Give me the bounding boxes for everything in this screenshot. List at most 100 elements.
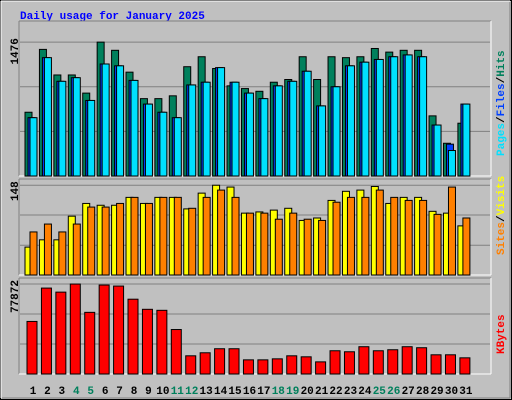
bar: [303, 218, 312, 276]
chart-title: Daily usage for January 2025: [20, 11, 205, 23]
bar: [217, 67, 226, 177]
x-tick-label: 23: [344, 386, 358, 398]
x-tick-label: 28: [416, 386, 430, 398]
bar: [315, 361, 327, 375]
x-tick-label: 4: [73, 386, 80, 398]
bar: [72, 77, 81, 177]
x-tick-label: 6: [102, 386, 109, 398]
bar: [40, 287, 52, 375]
bar: [87, 206, 96, 276]
bar: [332, 201, 341, 276]
bar: [98, 284, 110, 375]
bar: [199, 352, 211, 375]
bar: [228, 348, 240, 375]
bar: [245, 212, 254, 276]
bar: [289, 80, 298, 177]
bar: [55, 291, 67, 375]
bar: [416, 347, 428, 375]
bar: [271, 358, 283, 375]
bar: [69, 283, 81, 375]
legend-separator: /: [496, 215, 508, 222]
bar: [430, 354, 442, 375]
bar: [404, 199, 413, 276]
bar: [26, 320, 38, 375]
bar: [242, 359, 254, 375]
x-tick-label: 19: [286, 386, 299, 398]
bar: [361, 196, 370, 276]
legend-entry: KBytes: [496, 314, 508, 354]
legend-entry: Visits: [496, 176, 508, 216]
bar: [116, 65, 125, 177]
bar: [141, 308, 153, 375]
x-tick-label: 10: [156, 386, 169, 398]
x-tick-label: 30: [445, 386, 458, 398]
bar: [87, 99, 96, 177]
bar: [447, 186, 456, 276]
x-tick-label: 7: [116, 386, 123, 398]
y-tick-label: 148: [10, 181, 22, 201]
bar: [116, 202, 125, 276]
x-tick-label: 21: [315, 386, 329, 398]
x-tick-label: 11: [171, 386, 185, 398]
x-tick-label: 20: [301, 386, 314, 398]
bar: [159, 111, 168, 177]
bar: [375, 189, 384, 276]
bar: [130, 79, 139, 177]
bar: [43, 223, 52, 276]
bar: [346, 65, 355, 177]
x-tick-label: 13: [200, 386, 214, 398]
bar: [318, 219, 327, 276]
bar: [401, 346, 413, 375]
bar: [159, 196, 168, 276]
bar: [390, 56, 399, 177]
y-tick-label: 1476: [10, 38, 22, 64]
x-tick-label: 15: [228, 386, 242, 398]
x-tick-label: 22: [329, 386, 342, 398]
x-tick-label: 8: [131, 386, 138, 398]
bar: [173, 117, 182, 177]
bar: [173, 196, 182, 276]
bar: [358, 346, 370, 375]
bar: [29, 117, 38, 177]
bar: [447, 150, 456, 177]
bar: [390, 196, 399, 276]
bar: [214, 348, 226, 375]
bar: [257, 359, 269, 375]
bar: [329, 350, 341, 375]
legend-entry: Hits: [496, 50, 508, 76]
bar: [462, 103, 471, 177]
bar: [361, 61, 370, 177]
bar: [289, 212, 298, 276]
x-tick-label: 24: [358, 386, 372, 398]
bar: [185, 355, 197, 375]
bar: [188, 84, 197, 177]
bar: [130, 196, 139, 276]
bar: [84, 311, 96, 375]
bar: [260, 212, 269, 276]
bar: [346, 196, 355, 276]
bar: [303, 70, 312, 177]
bar: [58, 231, 67, 276]
x-tick-label: 2: [44, 386, 51, 398]
bar: [300, 356, 312, 375]
bar: [144, 103, 153, 177]
legend: Sites/Visits: [496, 176, 508, 255]
legend: Pages/Files/Hits: [496, 50, 508, 156]
bar: [113, 285, 125, 375]
bar: [274, 218, 283, 276]
legend-separator: /: [496, 76, 508, 83]
bar: [459, 357, 471, 375]
bar: [217, 189, 226, 276]
bar: [58, 80, 67, 177]
bar: [462, 217, 471, 276]
bar: [375, 58, 384, 177]
bar: [43, 57, 52, 177]
legend-entry: Files: [496, 83, 508, 116]
y-tick-label: 77872: [10, 280, 22, 313]
x-tick-label: 5: [87, 386, 94, 398]
x-tick-label: 14: [214, 386, 228, 398]
bar: [444, 354, 456, 375]
x-tick-label: 18: [272, 386, 286, 398]
x-tick-label: 3: [59, 386, 66, 398]
